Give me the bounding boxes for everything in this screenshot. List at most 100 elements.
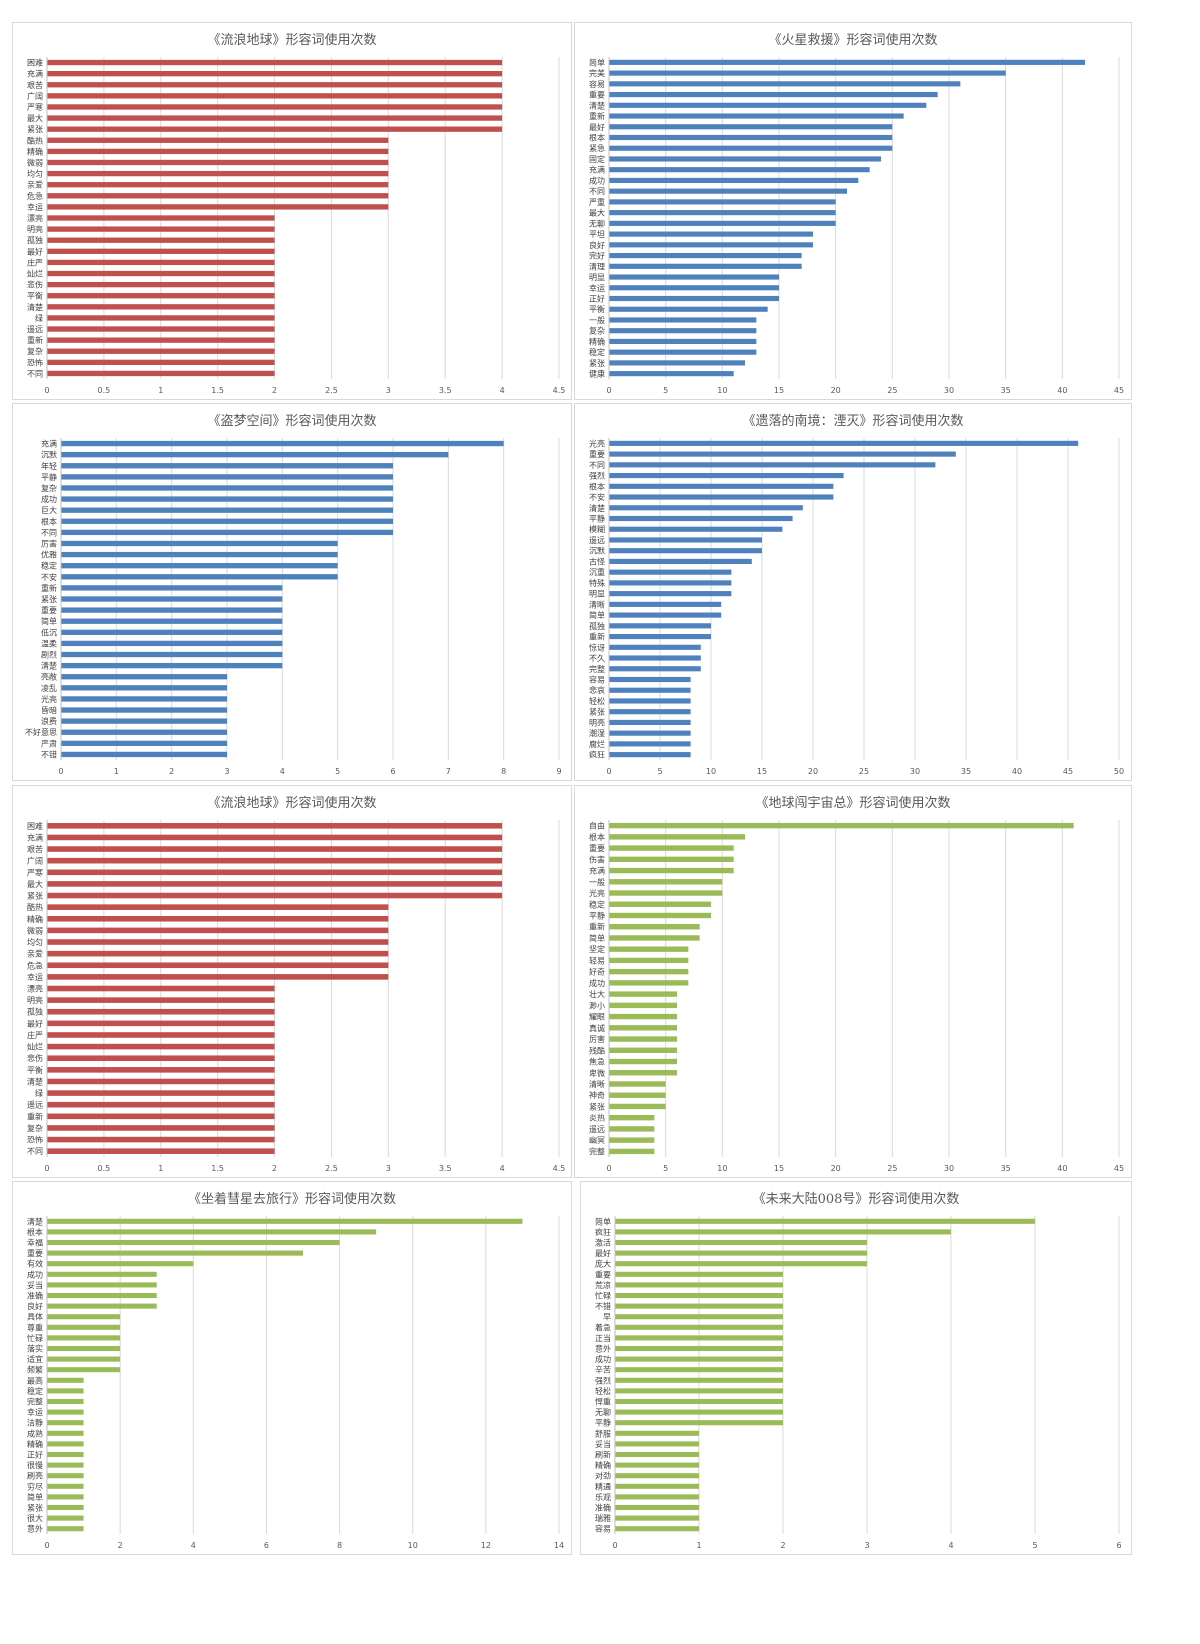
bar xyxy=(47,182,389,188)
category-label: 重新 xyxy=(27,1111,43,1121)
chart-title: 《地球闯宇宙总》形容词使用次数 xyxy=(755,796,951,811)
bar xyxy=(61,707,227,713)
bar xyxy=(609,924,700,930)
bar xyxy=(609,81,961,87)
category-label: 清楚 xyxy=(27,302,43,312)
category-label: 坚定 xyxy=(589,944,605,954)
category-label: 平静 xyxy=(589,514,605,524)
x-tick-label: 4.5 xyxy=(553,1164,566,1173)
category-label: 意外 xyxy=(595,1344,611,1354)
category-label: 精确 xyxy=(589,336,605,346)
x-tick-label: 8 xyxy=(337,1541,342,1550)
category-label: 完整 xyxy=(27,1397,43,1407)
bar xyxy=(609,295,779,302)
category-label: 凌乱 xyxy=(41,683,57,693)
bar xyxy=(47,1494,84,1500)
category-label: 微弱 xyxy=(27,925,43,935)
category-label: 厉害 xyxy=(41,538,57,548)
x-tick-label: 0.5 xyxy=(98,1164,111,1173)
bar xyxy=(47,1430,84,1436)
bar xyxy=(609,946,689,952)
bar xyxy=(47,962,389,969)
category-label: 根本 xyxy=(41,516,57,526)
category-label: 灿烂 xyxy=(27,269,43,279)
bar xyxy=(47,1462,84,1468)
category-label: 平坦 xyxy=(589,230,605,239)
bar xyxy=(47,93,503,99)
bar xyxy=(609,1002,677,1009)
bar xyxy=(61,596,283,602)
x-tick-label: 3 xyxy=(386,386,391,395)
x-tick-label: 3.5 xyxy=(439,1164,452,1173)
bar xyxy=(47,293,275,299)
bar xyxy=(609,730,691,736)
category-label: 充满 xyxy=(589,165,605,175)
category-label: 重新 xyxy=(589,922,605,932)
chart-panel-4: 《遗落的南境：湮灭》形容词使用次数 0 5 10 15 20 25 30 35 40 45 50 光亮重… xyxy=(574,403,1132,781)
bar xyxy=(47,1101,275,1108)
category-label: 幸福 xyxy=(27,1239,43,1248)
category-label: 重要 xyxy=(589,449,605,459)
x-tick-label: 4 xyxy=(500,1164,505,1173)
bar xyxy=(609,901,711,907)
bar xyxy=(609,548,762,554)
bar xyxy=(47,834,503,841)
category-label: 成功 xyxy=(41,494,57,504)
bar xyxy=(61,696,227,702)
x-tick-label: 1 xyxy=(158,1164,163,1173)
bar xyxy=(47,1282,157,1288)
bar xyxy=(609,317,757,323)
category-label: 简单 xyxy=(589,610,605,620)
x-tick-label: 1 xyxy=(696,1541,701,1550)
category-label: 完整 xyxy=(589,1146,605,1156)
bar xyxy=(615,1451,699,1458)
category-label: 焦急 xyxy=(589,1057,605,1067)
bar xyxy=(609,676,691,683)
bar xyxy=(47,1090,275,1096)
x-tick-label: 35 xyxy=(961,767,971,776)
category-label: 幸运 xyxy=(27,973,43,982)
category-label: 意外 xyxy=(27,1524,43,1534)
bar xyxy=(609,935,700,941)
bar xyxy=(609,220,836,226)
bar xyxy=(61,674,227,680)
category-label: 耀眼 xyxy=(589,1013,605,1022)
bar xyxy=(47,1136,275,1143)
bar xyxy=(47,1055,275,1062)
category-label: 容易 xyxy=(589,675,605,685)
x-tick-label: 0 xyxy=(612,1541,617,1550)
bar xyxy=(61,718,227,724)
category-label: 准确 xyxy=(27,1291,43,1301)
bar xyxy=(47,1451,84,1458)
bar xyxy=(47,137,389,143)
bar xyxy=(47,997,275,1003)
category-label: 良好 xyxy=(27,1301,43,1311)
category-label: 幸运 xyxy=(27,203,43,212)
x-tick-label: 0 xyxy=(606,386,611,395)
category-label: 最大 xyxy=(589,208,605,218)
category-label: 正好 xyxy=(589,294,605,304)
bar xyxy=(47,1043,275,1050)
bar xyxy=(615,1504,699,1511)
bar xyxy=(61,662,283,669)
bar xyxy=(47,1356,121,1362)
bar xyxy=(615,1483,699,1489)
bar xyxy=(47,892,503,899)
category-label: 孤独 xyxy=(27,1007,43,1017)
category-label: 紧张 xyxy=(27,1504,43,1513)
bar xyxy=(47,1125,275,1131)
category-label: 残酷 xyxy=(589,1045,605,1055)
category-label: 成功 xyxy=(595,1354,611,1364)
category-label: 紧张 xyxy=(589,708,605,717)
bar xyxy=(609,1114,655,1121)
bar xyxy=(609,451,956,457)
category-label: 艰苦 xyxy=(27,80,43,90)
category-label: 低沉 xyxy=(41,627,57,637)
bar xyxy=(47,59,503,66)
chart-panel-6: 《地球闯宇宙总》形容词使用次数 0 5 10 15 20 25 30 35 40 45 自由 根本 重要伤… xyxy=(574,785,1132,1178)
bar xyxy=(47,159,389,166)
bar xyxy=(615,1356,783,1362)
x-tick-label: 2 xyxy=(272,1164,277,1173)
bar xyxy=(609,822,1074,829)
bar xyxy=(609,274,779,280)
